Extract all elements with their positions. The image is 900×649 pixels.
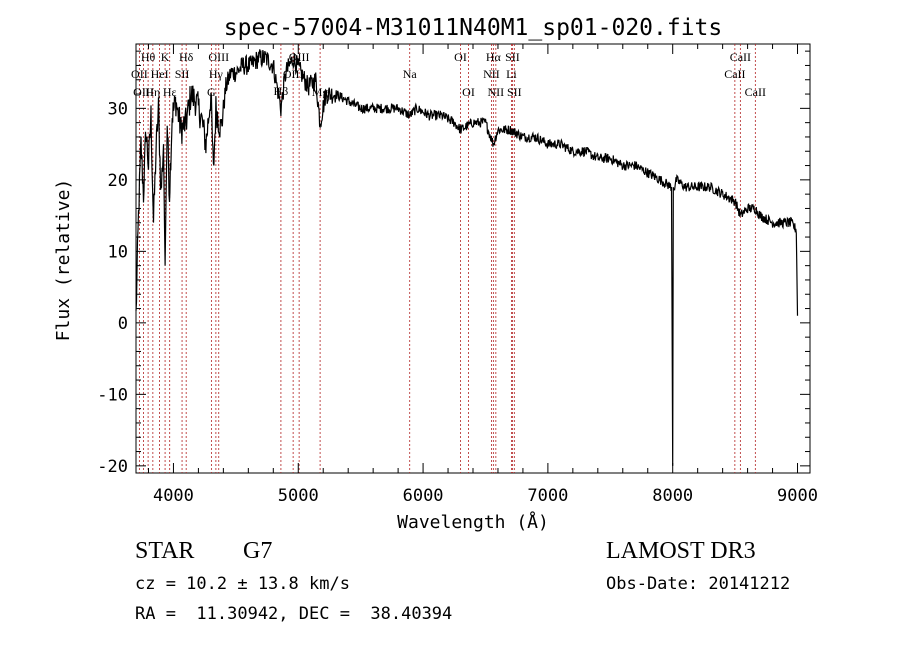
x-axis-label: Wavelength (Å) (397, 511, 549, 533)
y-tick-label-3: 10 (108, 242, 128, 262)
line-label-8: Hδ (179, 50, 194, 64)
line-label-18: OI (462, 85, 475, 99)
x-tick-label-3: 7000 (527, 486, 568, 506)
line-label-22: SII (505, 50, 520, 64)
line-label-19: Hα (486, 50, 502, 64)
line-label-5: K (161, 50, 170, 64)
y-tick-label-5: 30 (108, 99, 128, 119)
obs-date: Obs-Date: 20141212 (606, 574, 791, 594)
x-tick-label-5: 9000 (777, 486, 818, 506)
line-label-3: Hη (145, 85, 160, 99)
x-tick-label-2: 6000 (403, 486, 444, 506)
axis-ticks: 4000 5000 6000 7000 8000 9000 -20 -10 0 10 20 30 (97, 44, 818, 506)
line-label-23: Li (506, 67, 517, 81)
line-label-26: CaII (724, 67, 745, 81)
plot-frame (135, 43, 811, 474)
x-tick-label-4: 8000 (652, 486, 693, 506)
line-label-20: NII (483, 67, 500, 81)
subclass-label: G7 (243, 538, 273, 564)
line-label-6: Hε (163, 85, 177, 99)
y-axis-label: Flux (relative) (53, 179, 74, 342)
line-label-25: CaII (730, 50, 751, 64)
y-tick-label-1: -10 (97, 385, 128, 405)
cz-value: cz = 10.2 ± 13.8 km/s (135, 574, 350, 594)
line-label-24: SII (507, 85, 522, 99)
line-label-16: Na (403, 67, 418, 81)
survey-label: LAMOST DR3 (606, 538, 756, 564)
coordinates: RA = 11.30942, DEC = 38.40394 (135, 604, 453, 624)
chart-title: spec-57004-M31011N40M1_sp01-020.fits (224, 15, 723, 41)
y-tick-label-2: 0 (118, 314, 128, 334)
spectrum-line (135, 49, 799, 466)
line-label-12: Hβ (274, 84, 289, 98)
class-label: STAR (135, 538, 195, 564)
line-label-27: CaII (745, 85, 766, 99)
y-tick-label-4: 20 (108, 171, 128, 191)
x-tick-label-1: 5000 (278, 486, 319, 506)
line-label-17: OI (454, 50, 467, 64)
line-label-0: Hθ (141, 50, 156, 64)
spectral-line-markers (138, 44, 756, 473)
line-label-4: HeI (151, 67, 169, 81)
line-label-2: OIII (133, 85, 154, 99)
line-label-9: OIII (208, 50, 229, 64)
line-label-21: NII (488, 85, 505, 99)
line-label-1: OII (131, 67, 148, 81)
x-tick-label-0: 4000 (153, 486, 194, 506)
line-label-7: SII (175, 67, 190, 81)
line-label-11: G (207, 85, 216, 99)
line-label-10: Hγ (209, 67, 224, 81)
y-tick-label-0: -20 (97, 457, 128, 477)
